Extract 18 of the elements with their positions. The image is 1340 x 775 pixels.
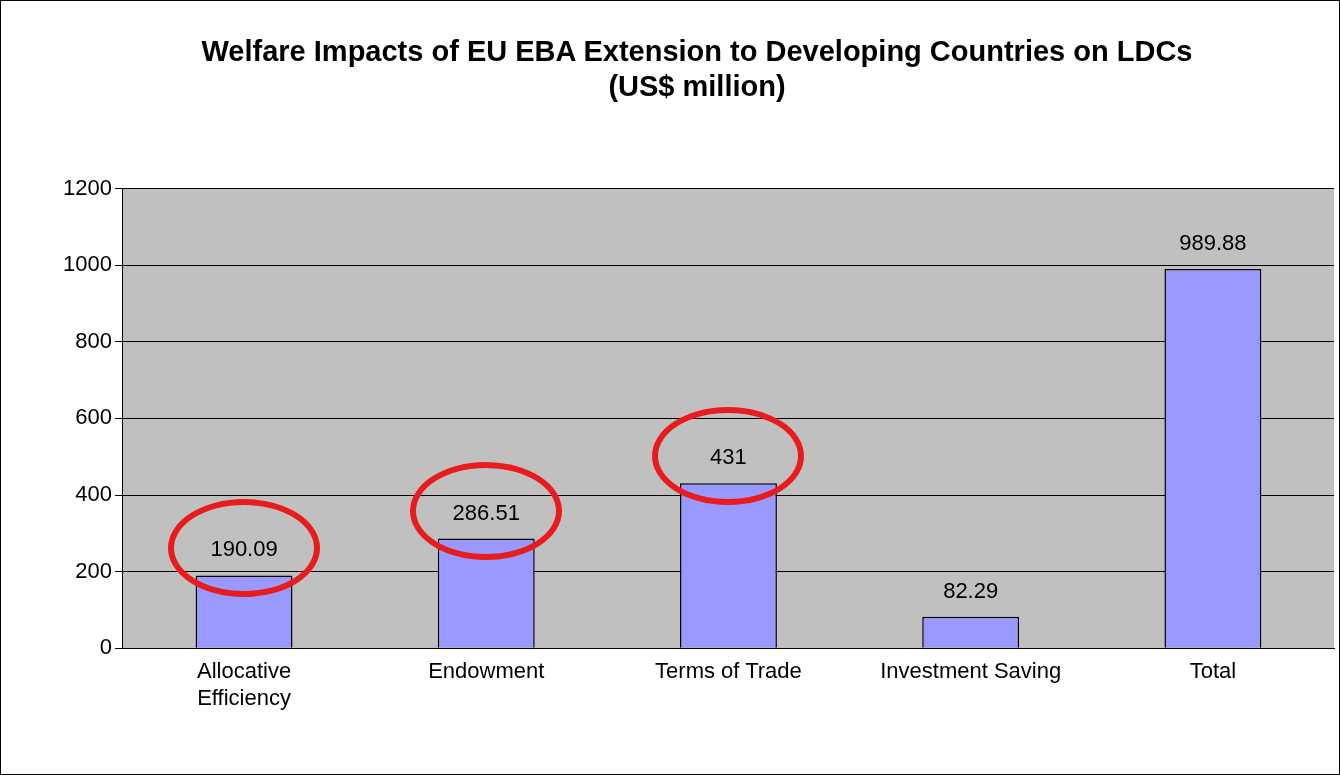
x-tick-label: Terms of Trade (655, 658, 802, 684)
data-label: 431 (710, 444, 747, 470)
data-label: 82.29 (943, 577, 999, 603)
data-label: 989.88 (1179, 230, 1247, 256)
y-tick-label: 400 (75, 481, 112, 507)
chart-title: Welfare Impacts of EU EBA Extension to Developing Countries on LDCs (US$ million) (201, 35, 1193, 103)
data-label: 190.09 (210, 536, 278, 562)
y-tick-label: 600 (75, 404, 112, 430)
x-tick-label: Allocative Efficiency (196, 658, 292, 710)
y-tick-label: 200 (75, 557, 112, 583)
x-tick-label: Investment Saving (880, 658, 1062, 684)
y-tick-label: 1000 (62, 251, 112, 277)
y-tick-label: 0 (99, 634, 112, 660)
y-tick-label: 800 (75, 327, 112, 353)
y-tick-label: 1200 (62, 174, 112, 200)
x-tick-label: Total (1189, 658, 1237, 684)
data-label: 286.51 (452, 499, 520, 525)
x-tick-label: Endowment (428, 658, 545, 684)
